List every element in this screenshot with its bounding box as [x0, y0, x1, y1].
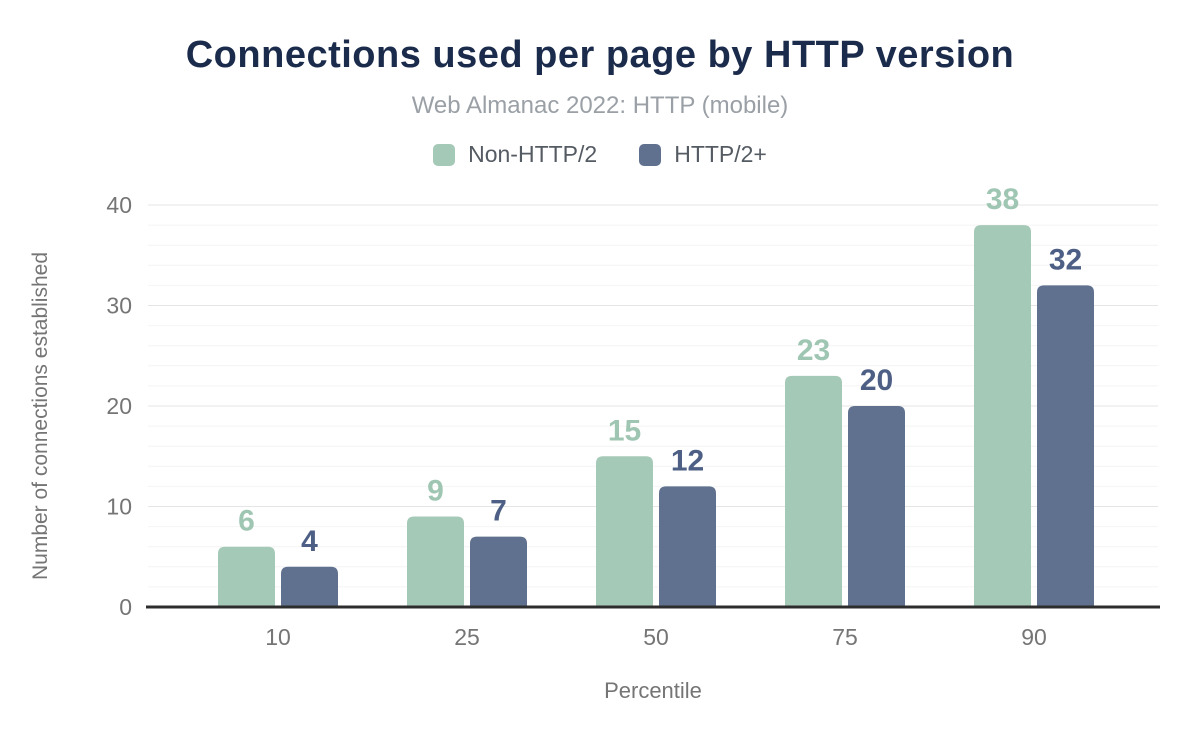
- legend-swatch-http2plus-icon: [639, 143, 662, 166]
- bar-value-label: 4: [301, 525, 318, 558]
- chart-title: Connections used per page by HTTP versio…: [185, 34, 1015, 76]
- bar-http2plus-p90: [1037, 285, 1094, 607]
- legend-item-non-http2[interactable]: Non-HTTP/2: [433, 141, 597, 168]
- x-tick-label: 50: [643, 624, 669, 650]
- legend-swatch-non-http2-icon: [433, 143, 456, 166]
- bar-value-label: 20: [860, 364, 893, 397]
- y-axis-title: Number of connections established: [29, 252, 52, 580]
- bar-value-label: 23: [797, 334, 830, 367]
- bar-non-http2-p90: [974, 225, 1031, 607]
- bar-non-http2-p25: [407, 516, 464, 607]
- bar-http2plus-p25: [470, 536, 527, 607]
- y-tick-label: 10: [106, 494, 132, 520]
- bar-value-label: 7: [490, 495, 507, 528]
- bar-value-label: 38: [986, 183, 1019, 216]
- bar-value-label: 9: [427, 475, 444, 508]
- bar-non-http2-p75: [785, 375, 842, 607]
- legend-label-non-http2: Non-HTTP/2: [468, 141, 598, 167]
- x-tick-label: 10: [265, 624, 291, 650]
- x-axis-title: Percentile: [604, 678, 702, 703]
- legend-item-http2plus[interactable]: HTTP/2+: [639, 141, 767, 168]
- bar-non-http2-p50: [596, 456, 653, 607]
- x-tick-label: 90: [1021, 624, 1047, 650]
- y-tick-label: 20: [106, 393, 132, 419]
- legend: Non-HTTP/2 HTTP/2+: [0, 141, 1200, 168]
- legend-label-http2plus: HTTP/2+: [674, 141, 767, 167]
- y-tick-label: 0: [119, 594, 132, 620]
- bar-http2plus-p10: [281, 566, 338, 607]
- bar-http2plus-p75: [848, 406, 905, 607]
- bar-value-label: 12: [671, 444, 704, 477]
- bar-value-label: 15: [608, 414, 641, 447]
- bar-non-http2-p10: [218, 546, 275, 607]
- chart-subtitle: Web Almanac 2022: HTTP (mobile): [411, 92, 789, 119]
- x-tick-label: 75: [832, 624, 858, 650]
- y-tick-label: 30: [106, 293, 132, 319]
- x-tick-label: 25: [454, 624, 480, 650]
- bar-value-label: 32: [1049, 243, 1082, 276]
- y-tick-label: 40: [106, 192, 132, 218]
- bar-value-label: 6: [238, 505, 255, 538]
- bar-http2plus-p50: [659, 486, 716, 607]
